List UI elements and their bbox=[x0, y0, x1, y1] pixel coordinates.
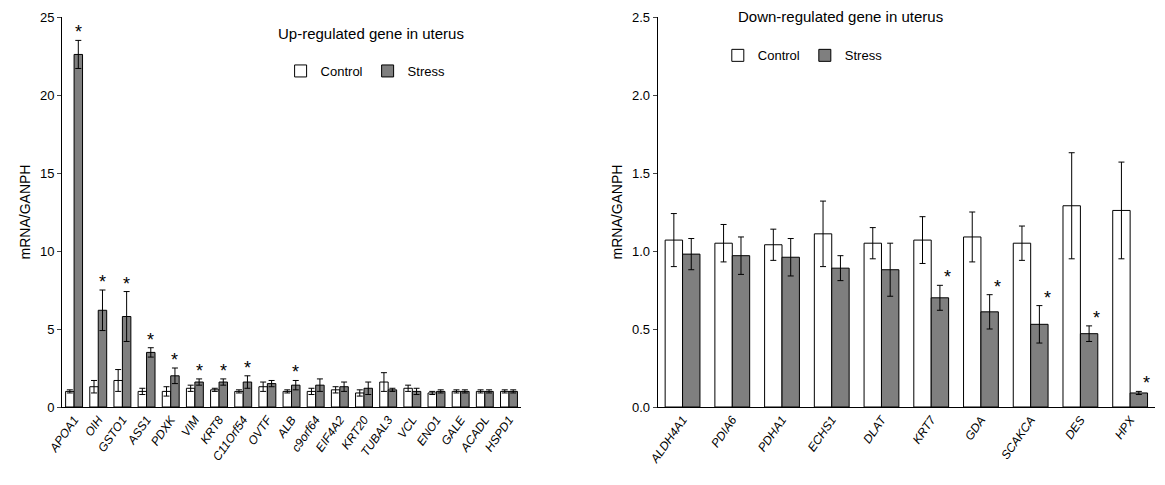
svg-text:EIF4A2: EIF4A2 bbox=[313, 413, 348, 454]
svg-text:Stress: Stress bbox=[408, 64, 445, 79]
svg-text:DES: DES bbox=[1062, 414, 1088, 442]
svg-text:KRT7: KRT7 bbox=[910, 412, 940, 446]
svg-text:*: * bbox=[944, 267, 951, 287]
svg-text:*: * bbox=[123, 274, 130, 294]
svg-text:SCAKCA: SCAKCA bbox=[998, 414, 1038, 462]
svg-text:ECHS1: ECHS1 bbox=[805, 414, 839, 455]
svg-text:Stress: Stress bbox=[845, 48, 882, 63]
svg-text:ALB: ALB bbox=[274, 414, 299, 441]
svg-text:25: 25 bbox=[40, 10, 54, 25]
svg-text:15: 15 bbox=[40, 166, 54, 181]
svg-text:mRNA/GANPH: mRNA/GANPH bbox=[609, 165, 625, 260]
svg-text:KRT8: KRT8 bbox=[197, 413, 226, 446]
svg-text:VIM: VIM bbox=[179, 414, 203, 440]
svg-text:0.0: 0.0 bbox=[632, 400, 650, 415]
svg-text:*: * bbox=[1044, 288, 1051, 308]
svg-text:ENO1: ENO1 bbox=[414, 414, 444, 449]
svg-text:*: * bbox=[292, 362, 299, 382]
svg-text:2.0: 2.0 bbox=[632, 88, 650, 103]
svg-text:*: * bbox=[1143, 373, 1150, 393]
svg-text:Up-regulated gene in uterus: Up-regulated gene in uterus bbox=[278, 25, 464, 42]
svg-text:c9orf64: c9orf64 bbox=[289, 413, 324, 454]
svg-text:OVTF: OVTF bbox=[245, 413, 275, 448]
svg-text:0.5: 0.5 bbox=[632, 322, 650, 337]
svg-text:*: * bbox=[75, 22, 82, 42]
svg-text:PDHA1: PDHA1 bbox=[755, 414, 789, 455]
svg-text:*: * bbox=[994, 277, 1001, 297]
svg-text:DLAT: DLAT bbox=[860, 412, 890, 446]
svg-text:*: * bbox=[1093, 308, 1100, 328]
svg-text:*: * bbox=[171, 350, 178, 370]
svg-text:1.5: 1.5 bbox=[632, 166, 650, 181]
svg-text:1.0: 1.0 bbox=[632, 244, 650, 259]
svg-text:HSPD1: HSPD1 bbox=[482, 414, 516, 455]
svg-text:0: 0 bbox=[47, 400, 54, 415]
svg-text:PDIA6: PDIA6 bbox=[708, 413, 740, 450]
svg-text:*: * bbox=[99, 272, 106, 292]
svg-text:APOA1: APOA1 bbox=[46, 414, 81, 456]
svg-text:Down-regulated gene in uterus: Down-regulated gene in uterus bbox=[738, 8, 943, 25]
svg-text:mRNA/GANPH: mRNA/GANPH bbox=[17, 165, 33, 260]
svg-text:2.5: 2.5 bbox=[632, 10, 650, 25]
svg-text:C11Orf54: C11Orf54 bbox=[210, 413, 251, 463]
svg-text:Control: Control bbox=[321, 64, 363, 79]
svg-text:GSTO1: GSTO1 bbox=[95, 414, 130, 455]
svg-text:GDA: GDA bbox=[962, 414, 988, 443]
svg-text:KRT20: KRT20 bbox=[339, 413, 372, 452]
svg-text:*: * bbox=[196, 361, 203, 381]
svg-text:*: * bbox=[244, 358, 251, 378]
svg-text:VCL: VCL bbox=[395, 414, 420, 441]
svg-text:ACADL: ACADL bbox=[457, 414, 492, 456]
svg-text:HPX: HPX bbox=[1112, 413, 1138, 442]
svg-text:5: 5 bbox=[47, 322, 54, 337]
svg-text:PDXK: PDXK bbox=[148, 413, 179, 449]
svg-text:*: * bbox=[147, 330, 154, 350]
svg-text:TUBAL3: TUBAL3 bbox=[358, 413, 396, 458]
svg-text:10: 10 bbox=[40, 244, 54, 259]
svg-text:20: 20 bbox=[40, 88, 54, 103]
svg-text:GALE: GALE bbox=[438, 413, 468, 448]
svg-text:*: * bbox=[220, 361, 227, 381]
svg-text:Control: Control bbox=[758, 48, 800, 63]
svg-text:ASS1: ASS1 bbox=[124, 414, 154, 448]
svg-text:ALDH4A1: ALDH4A1 bbox=[647, 414, 690, 467]
svg-text:OIH: OIH bbox=[82, 413, 106, 439]
